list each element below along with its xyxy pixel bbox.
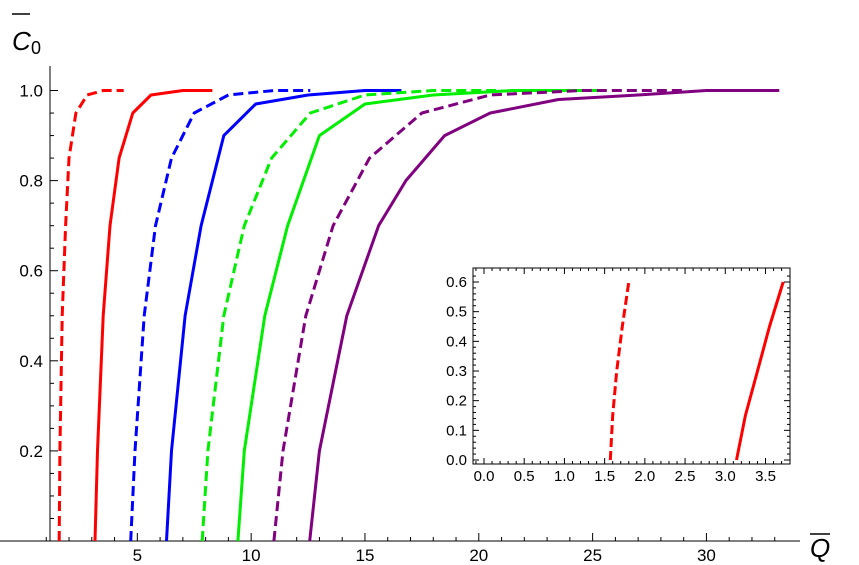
x-tick-label: 25	[583, 546, 602, 565]
series-line-1	[57, 89, 124, 542]
inset-plot: 0.0 0.5 1.0 1.5 2.0 2.5 3.0 3.5 0.0 0.1 0.2 0.3 0.4 0…	[446, 267, 791, 485]
x-axis-title: Q	[810, 533, 830, 563]
inset-x-tick-label: 0.0	[474, 468, 495, 485]
x-tick-label: 20	[469, 546, 488, 565]
y-tick-label: 0.8	[19, 172, 43, 191]
inset-x-tick-label: 3.0	[715, 468, 736, 485]
x-tick-label: 5	[133, 546, 142, 565]
inset-x-tick-label: 2.0	[634, 468, 655, 485]
y-tick-label: 0.6	[19, 262, 43, 281]
inset-x-tick-label: 3.5	[755, 468, 776, 485]
inset-y-tick-label: 0.1	[446, 422, 467, 439]
inset-y-tick-label: 0.4	[446, 333, 467, 350]
main-plot: 5 10 15 20 25 30 0.2 0.4 0.6 0.8 1.0 Q C 0	[0, 13, 830, 565]
x-tick-label: 10	[242, 546, 261, 565]
series-line-6	[236, 89, 598, 542]
series-line-4	[165, 89, 402, 542]
series-line-2	[93, 89, 213, 542]
series-line-7	[272, 89, 684, 542]
y-axis-title: C	[12, 26, 31, 56]
inset-x-tick-label: 2.5	[675, 468, 696, 485]
inset-y-tick-label: 0.5	[446, 304, 467, 321]
inset-y-tick-label: 0.6	[446, 274, 467, 291]
y-tick-label: 1.0	[19, 82, 43, 101]
x-tick-label: 30	[697, 546, 716, 565]
y-tick-label: 0.2	[19, 442, 43, 461]
series-line-3	[129, 89, 311, 542]
series-line-8	[308, 89, 780, 542]
inset-series-line-2	[735, 281, 785, 461]
x-tick-label: 15	[356, 546, 375, 565]
inset-y-tick-label: 0.0	[446, 452, 467, 469]
inset-x-tick-label: 1.5	[594, 468, 615, 485]
inset-frame	[472, 267, 791, 465]
inset-series-line-1	[608, 281, 631, 461]
inset-y-tick-label: 0.3	[446, 363, 467, 380]
inset-x-tick-label: 0.5	[514, 468, 535, 485]
y-axis-title-subscript: 0	[31, 38, 41, 58]
series-line-5	[200, 89, 502, 542]
y-tick-label: 0.4	[19, 352, 43, 371]
inset-x-tick-label: 1.0	[554, 468, 575, 485]
inset-y-tick-label: 0.2	[446, 393, 467, 410]
